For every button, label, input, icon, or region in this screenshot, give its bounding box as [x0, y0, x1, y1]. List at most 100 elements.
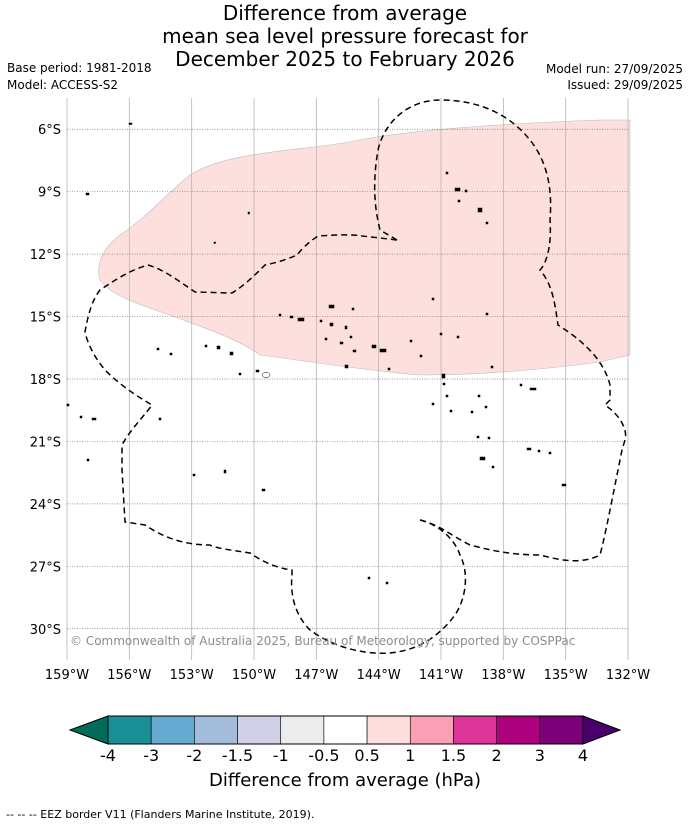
island — [213, 241, 216, 244]
island — [439, 332, 443, 336]
colorbar-segment — [453, 715, 497, 745]
longitude-tick-label: 135°W — [544, 668, 588, 683]
title-line-1: Difference from average — [222, 1, 468, 25]
island — [464, 189, 468, 193]
latitude-tick-label: 15°S — [30, 311, 61, 326]
island — [431, 402, 435, 406]
colorbar-tick-label: 2 — [492, 746, 502, 765]
colorbar-segment — [150, 715, 195, 745]
colorbar-segment — [194, 715, 238, 745]
island — [229, 351, 234, 356]
island — [371, 344, 377, 349]
latitude-tick-label: 21°S — [30, 435, 61, 450]
island — [485, 312, 489, 316]
island — [278, 313, 282, 317]
colorbar-tick-label: 1 — [405, 746, 415, 765]
colorbar-tick-label: 4 — [578, 746, 588, 765]
island — [479, 456, 486, 461]
island — [352, 349, 357, 353]
island — [192, 473, 196, 477]
island — [344, 325, 348, 330]
island — [470, 410, 474, 414]
longitude-tick-label: 138°W — [481, 668, 525, 683]
latitude-tick-label: 12°S — [30, 248, 61, 263]
island — [319, 319, 323, 323]
island — [339, 341, 344, 345]
colorbar-tick-label: -3 — [143, 746, 159, 765]
island — [86, 458, 90, 462]
island — [454, 187, 461, 192]
island — [484, 405, 488, 409]
island — [156, 347, 160, 351]
island — [457, 199, 461, 203]
island — [490, 365, 494, 369]
colorbar-tick-label: -1.5 — [222, 746, 253, 765]
colorbar-segment — [409, 715, 454, 745]
colorbar-tick-label: -1 — [273, 746, 289, 765]
title-line-2: mean sea level pressure forecast for — [162, 24, 528, 48]
longitude-tick-label: 147°W — [294, 668, 338, 683]
island — [476, 435, 480, 439]
island — [441, 373, 446, 379]
island — [255, 369, 260, 373]
eez-border-cook-islands-south — [84, 234, 467, 654]
copyright-notice: © Commonwealth of Australia 2025, Bureau… — [70, 634, 576, 648]
island — [289, 315, 294, 319]
island — [367, 576, 371, 580]
island — [419, 354, 423, 358]
island — [387, 367, 391, 371]
longitude-tick-label: 144°W — [357, 668, 401, 683]
island — [344, 364, 349, 369]
colorbar-over-arrow — [582, 715, 622, 745]
colorbar-segment — [107, 715, 152, 745]
map-gridlines — [66, 98, 629, 660]
island — [487, 436, 491, 440]
island — [526, 447, 532, 451]
colorbar-segment — [237, 715, 282, 745]
island — [385, 581, 389, 585]
longitude-tick-label: 141°W — [419, 668, 463, 683]
longitude-tick-label: 159°W — [45, 668, 89, 683]
colorbar-tick-label: 3 — [535, 746, 545, 765]
island — [519, 383, 523, 387]
latitude-tick-label: 30°S — [30, 623, 61, 638]
colorbar-segment — [539, 715, 584, 745]
colorbar-tick-label: -0.5 — [308, 746, 339, 765]
colorbar-segments — [107, 715, 584, 745]
island — [409, 339, 413, 343]
island — [216, 345, 221, 350]
island — [537, 449, 541, 453]
island — [261, 372, 271, 378]
longitude-tick-label: 150°W — [232, 668, 276, 683]
island — [328, 304, 335, 309]
colorbar-segment — [280, 715, 325, 745]
model-name: Model: ACCESS-S2 — [7, 78, 119, 92]
longitude-tick-label: 153°W — [170, 668, 214, 683]
island — [349, 335, 353, 339]
colorbar-tick-label: -2 — [186, 746, 202, 765]
island — [91, 417, 97, 421]
latitude-tick-label: 18°S — [30, 373, 61, 388]
colorbar-segment — [496, 715, 541, 745]
island — [529, 387, 537, 391]
colorbar-segment — [323, 715, 368, 745]
island — [128, 122, 133, 125]
colorbar-label: Difference from average (hPa) — [208, 770, 482, 791]
model-run: Model run: 27/09/2025 — [545, 62, 683, 76]
island — [247, 211, 250, 215]
colorbar: -4 -3 -2 -1.5 -1 -0.5 0.5 1 1.5 2 3 4 — [68, 715, 622, 765]
eez-border-cook-islands-north — [373, 99, 627, 562]
axis-labels: 159°W 156°W 153°W 150°W 147°W 144°W 141°W 138°W… — [30, 123, 651, 683]
island — [548, 451, 552, 455]
island — [204, 344, 208, 348]
island — [158, 417, 162, 421]
colorbar-tick-label: 0.5 — [354, 746, 379, 765]
island — [169, 352, 173, 356]
island — [324, 337, 328, 341]
island — [379, 348, 387, 353]
island — [445, 171, 449, 175]
colorbar-segment — [366, 715, 411, 745]
colorbar-under-arrow — [68, 715, 109, 745]
island — [491, 465, 495, 469]
